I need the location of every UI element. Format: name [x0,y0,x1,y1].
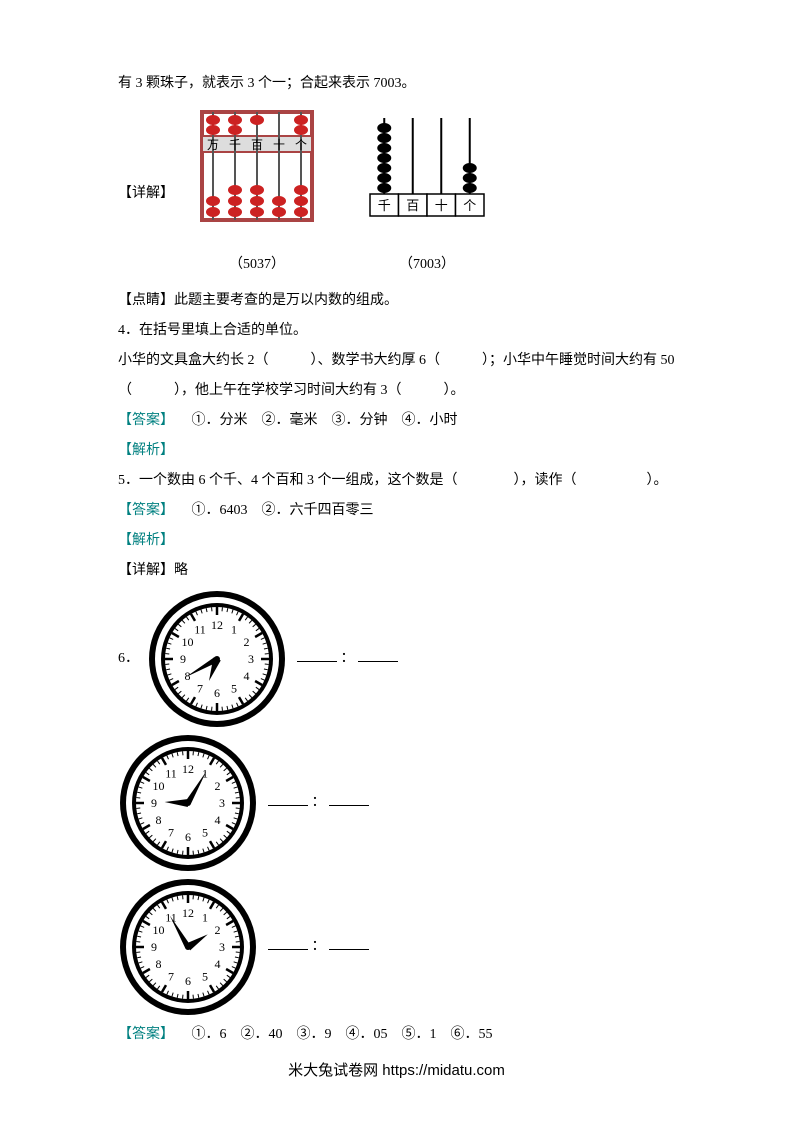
q4-body2: （ ），他上午在学校学习时间大约有 3（ ）。 [118,377,675,405]
svg-text:5: 5 [202,969,208,983]
svg-text:5: 5 [202,825,208,839]
svg-text:十: 十 [435,198,448,213]
svg-text:4: 4 [214,813,220,827]
answer-label: 【答案】 [118,503,174,518]
svg-text:千: 千 [378,198,391,213]
blank [329,792,369,806]
svg-text:3: 3 [219,796,225,810]
abacus-7003-svg: 千百 十个 [362,106,492,236]
svg-text:1: 1 [231,623,237,637]
answer-label: 【答案】 [118,1027,174,1042]
q6-answer: 【答案】 ①．6 ②．40 ③．9 ④．05 ⑤．1 ⑥．55 [118,1021,675,1049]
abacus-7003-caption: （7003） [362,251,492,279]
q4-title: 4．在括号里填上合适的单位。 [118,317,675,345]
q4-jiexi: 【解析】 [118,437,675,465]
svg-text:2: 2 [214,779,220,793]
svg-text:个: 个 [295,138,307,152]
clock-1: 123456789101112 [147,589,287,729]
blank [268,936,308,950]
svg-text:7: 7 [197,681,203,695]
svg-text:3: 3 [248,652,254,666]
svg-text:2: 2 [214,923,220,937]
svg-text:7: 7 [168,969,174,983]
svg-text:10: 10 [153,923,165,937]
svg-text:11: 11 [194,623,206,637]
svg-text:10: 10 [153,779,165,793]
svg-text:12: 12 [211,618,223,632]
clock-2-blanks: ： [268,789,369,817]
svg-text:7: 7 [168,825,174,839]
svg-text:十: 十 [273,138,285,152]
diagram-row: 【详解】 万千百十个 （5037） 千百十个 （7003） [118,100,675,287]
svg-text:百: 百 [406,198,419,213]
q6-clock-row-1: 6． 123456789101112 ： [118,589,675,729]
svg-text:万: 万 [207,138,219,152]
svg-text:5: 5 [231,681,237,695]
q4-body1: 小华的文具盒大约长 2（ ）、数学书大约厚 6（ ）；小华中午睡觉时间大约有 5… [118,347,675,375]
svg-text:4: 4 [214,957,220,971]
footer: 米大兔试卷网 https://midatu.com [0,1056,793,1086]
blank [329,936,369,950]
abacus-5037-svg: 万千百十个 [192,106,322,236]
svg-text:9: 9 [151,940,157,954]
q6-prefix: 6． [118,645,139,673]
dianjing: 【点睛】此题主要考查的是万以内数的组成。 [118,287,675,315]
abacus-5037: 万千百十个 （5037） [192,106,322,279]
blank [358,648,398,662]
clock-3-blanks: ： [268,933,369,961]
svg-text:12: 12 [182,762,194,776]
svg-text:8: 8 [156,813,162,827]
svg-text:8: 8 [156,957,162,971]
blank [268,792,308,806]
svg-text:11: 11 [165,767,177,781]
svg-text:9: 9 [180,652,186,666]
clock-1-blanks: ： [297,645,398,673]
q5-jiexi: 【解析】 [118,527,675,555]
colon: ： [312,939,326,954]
svg-text:4: 4 [243,669,249,683]
answer-label: 【答案】 [118,413,174,428]
q5-answer: 【答案】 ①．6403 ②．六千四百零三 [118,497,675,525]
q6-clock-row-2: 123456789101112 ： [118,733,675,873]
svg-text:千: 千 [229,138,241,152]
q5-title: 5．一个数由 6 个千、4 个百和 3 个一组成，这个数是（ ），读作（ ）。 [118,467,675,495]
xiangjie-label: 【详解】 [118,180,174,208]
clock-3: 123456789101112 [118,877,258,1017]
intro-text: 有 3 颗珠子，就表示 3 个一；合起来表示 7003。 [118,70,675,98]
q5-xiangjie: 【详解】略 [118,557,675,585]
colon: ： [341,651,355,666]
clock-2: 123456789101112 [118,733,258,873]
abacus-5037-caption: （5037） [192,251,322,279]
svg-text:6: 6 [185,974,191,988]
svg-text:百: 百 [251,138,263,152]
svg-text:2: 2 [243,635,249,649]
blank [297,648,337,662]
svg-text:12: 12 [182,906,194,920]
svg-text:6: 6 [185,830,191,844]
svg-text:10: 10 [182,635,194,649]
svg-text:3: 3 [219,940,225,954]
svg-text:1: 1 [202,911,208,925]
abacus-7003: 千百 十个 （7003） [362,106,492,279]
q4-answer: 【答案】 ①．分米 ②．毫米 ③．分钟 ④．小时 [118,407,675,435]
colon: ： [312,795,326,810]
svg-text:个: 个 [463,198,476,213]
q6-clock-row-3: 123456789101112 ： [118,877,675,1017]
svg-text:9: 9 [151,796,157,810]
svg-text:6: 6 [214,686,220,700]
